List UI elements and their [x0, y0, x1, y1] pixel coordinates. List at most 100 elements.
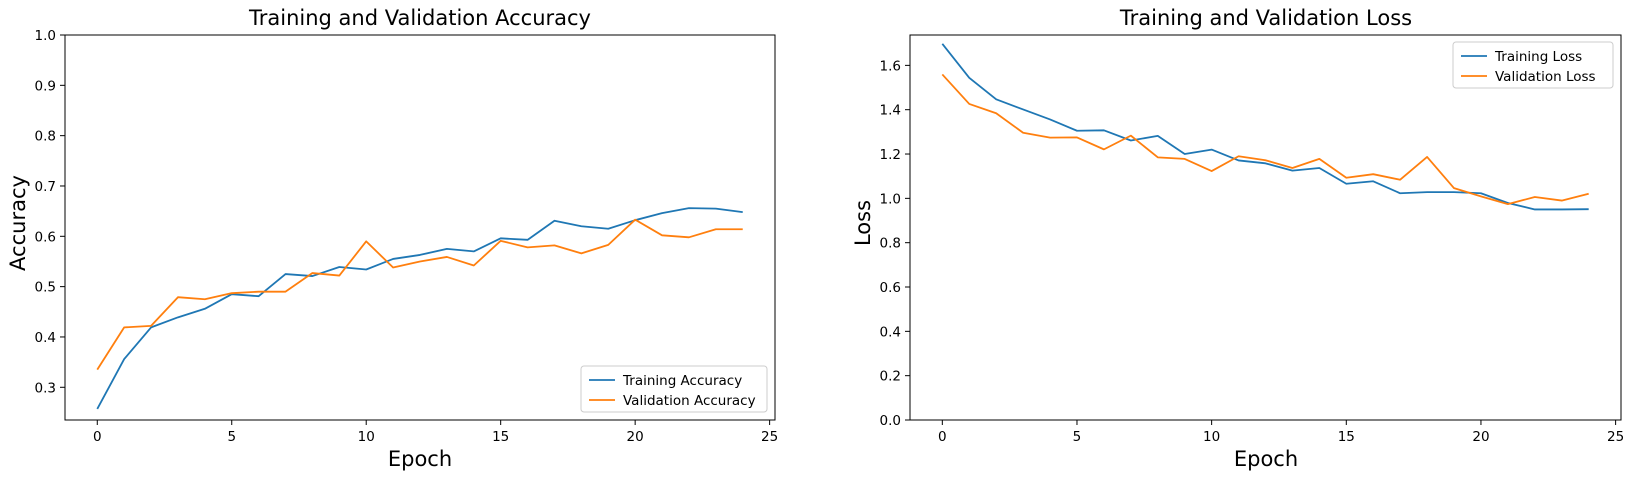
data-point — [995, 98, 997, 100]
plot-frame — [64, 34, 776, 421]
legend-entry: Validation Loss — [1495, 69, 1596, 85]
y-tick-label: 0.7 — [35, 179, 56, 195]
x-axis-label: Epoch — [388, 447, 452, 471]
data-point — [1372, 173, 1374, 175]
data-point — [1184, 153, 1186, 155]
data-point — [1399, 192, 1401, 194]
data-point — [580, 252, 582, 254]
data-point — [553, 220, 555, 222]
data-point — [177, 316, 179, 318]
data-point — [1399, 179, 1401, 181]
y-tick-label: 1.4 — [880, 103, 901, 119]
data-point — [446, 256, 448, 258]
legend-entry: Training Accuracy — [622, 373, 742, 389]
data-point — [311, 275, 313, 277]
data-point — [1130, 134, 1132, 136]
x-tick-label: 0 — [93, 429, 102, 445]
data-point — [634, 219, 636, 221]
data-point — [1049, 118, 1051, 120]
data-point — [1022, 108, 1024, 110]
data-point — [553, 244, 555, 246]
data-point — [1345, 177, 1347, 179]
y-tick-label: 0.8 — [35, 129, 56, 145]
y-tick-label: 0.9 — [35, 78, 56, 94]
x-tick-label: 10 — [358, 429, 375, 445]
data-point — [1587, 208, 1589, 210]
chart-title: Training and Validation Accuracy — [248, 6, 591, 30]
data-point — [1049, 136, 1051, 138]
data-point — [1345, 183, 1347, 185]
y-tick-label: 1.6 — [880, 58, 901, 74]
data-point — [1076, 130, 1078, 132]
y-tick-label: 0.4 — [35, 330, 56, 346]
x-tick-label: 25 — [761, 429, 778, 445]
x-tick-label: 5 — [1073, 429, 1082, 445]
data-point — [338, 266, 340, 268]
data-point — [661, 234, 663, 236]
data-point — [1318, 167, 1320, 169]
legend: Training Accuracy Validation Accuracy — [580, 365, 768, 413]
data-point — [1426, 156, 1428, 158]
data-point — [1237, 155, 1239, 157]
y-tick-label: 0.4 — [880, 324, 901, 340]
data-point — [446, 248, 448, 250]
data-point — [284, 290, 286, 292]
y-tick-label: 0.6 — [35, 229, 56, 245]
legend-entry: Training Loss — [1494, 49, 1582, 65]
y-tick-label: 0.6 — [880, 280, 901, 296]
series-line-validation — [941, 73, 1589, 206]
data-point — [1022, 132, 1024, 134]
legend-box — [1452, 41, 1614, 89]
data-point — [365, 268, 367, 270]
y-tick-label: 1.2 — [880, 147, 901, 163]
data-point — [311, 272, 313, 274]
x-tick-label: 25 — [1607, 429, 1624, 445]
x-tick-label: 15 — [492, 429, 509, 445]
data-point — [365, 240, 367, 242]
legend: Training Loss Validation Loss — [1452, 41, 1614, 89]
data-point — [1237, 159, 1239, 161]
data-point — [1561, 208, 1563, 210]
data-point — [941, 43, 943, 45]
data-point — [150, 325, 152, 327]
y-tick-label: 0.0 — [880, 413, 901, 429]
chart-title: Training and Validation Loss — [1119, 6, 1412, 30]
data-point — [419, 260, 421, 262]
data-point — [1291, 169, 1293, 171]
data-point — [204, 298, 206, 300]
y-tick-label: 0.5 — [35, 280, 56, 296]
loss-chart: Training and Validation Loss Epoch Loss … — [851, 6, 1624, 471]
data-point — [392, 258, 394, 260]
data-point — [526, 239, 528, 241]
x-tick-label: 5 — [227, 429, 236, 445]
data-point — [1534, 208, 1536, 210]
y-tick-label: 1.0 — [35, 28, 56, 44]
data-point — [580, 225, 582, 227]
data-point — [392, 266, 394, 268]
data-point — [1264, 159, 1266, 161]
data-point — [1453, 191, 1455, 193]
data-point — [968, 103, 970, 105]
data-point — [1561, 199, 1563, 201]
data-point — [257, 295, 259, 297]
y-axis-label: Loss — [851, 200, 875, 246]
data-point — [607, 244, 609, 246]
y-tick-label: 0.8 — [880, 236, 901, 252]
data-point — [1372, 180, 1374, 182]
accuracy-chart: Training and Validation Accuracy Epoch A… — [6, 6, 778, 471]
data-point — [1534, 196, 1536, 198]
data-point — [742, 228, 744, 230]
x-tick-label: 20 — [627, 429, 644, 445]
data-point — [715, 228, 717, 230]
data-point — [1210, 148, 1212, 150]
data-point — [499, 237, 501, 239]
series-line-validation — [96, 218, 743, 371]
y-tick-label: 0.3 — [35, 380, 56, 396]
data-point — [1157, 135, 1159, 137]
data-point — [968, 77, 970, 79]
data-point — [499, 240, 501, 242]
data-point — [995, 112, 997, 114]
data-point — [688, 207, 690, 209]
data-point — [123, 326, 125, 328]
